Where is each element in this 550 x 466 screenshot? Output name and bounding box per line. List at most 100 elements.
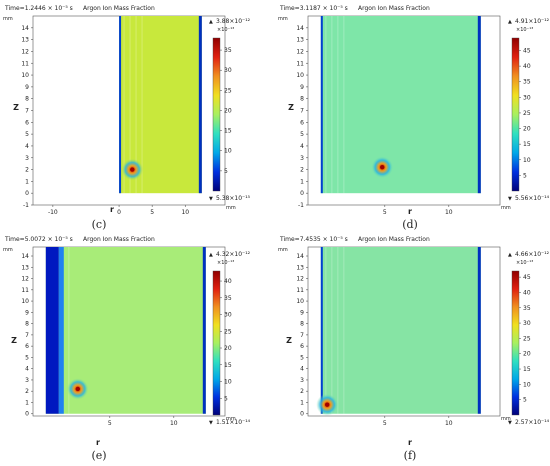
colorbar-max-icon: ▲ bbox=[508, 252, 512, 258]
colorbar-max-label: 4.91×10⁻¹² bbox=[515, 18, 550, 25]
colorbar-max-icon: ▲ bbox=[209, 19, 213, 25]
y-unit-label: mm bbox=[3, 16, 13, 22]
x-tick-label: -10 bbox=[48, 209, 58, 216]
colorbar-tick-label: 35 bbox=[523, 79, 531, 86]
x-tick-label: 5 bbox=[108, 420, 112, 427]
x-tick-label: 5 bbox=[383, 209, 387, 216]
y-axis-label: Z bbox=[13, 103, 19, 112]
colorbar-tick-label: 15 bbox=[523, 366, 531, 373]
x-tick-label: 10 bbox=[181, 209, 189, 216]
colorbar-min-icon: ▼ bbox=[209, 196, 213, 202]
colorbar bbox=[212, 270, 221, 416]
colorbar-tick-label: 15 bbox=[523, 141, 531, 148]
y-tick-label: 1 bbox=[25, 399, 29, 406]
colorbar-scale-label: ×10⁻¹³ bbox=[516, 27, 533, 33]
y-tick-label: 5 bbox=[300, 354, 304, 361]
colorbar-min-icon: ▼ bbox=[508, 196, 512, 202]
y-tick-label: 6 bbox=[25, 343, 29, 350]
y-tick-label: 11 bbox=[21, 287, 29, 294]
x-tick-label: 0 bbox=[117, 209, 121, 216]
y-tick-label: 3 bbox=[25, 377, 29, 384]
y-tick-label: 3 bbox=[300, 377, 304, 384]
y-tick-label: 8 bbox=[300, 96, 304, 103]
colorbar-tick-label: 5 bbox=[224, 395, 228, 402]
y-tick-label: 9 bbox=[300, 84, 304, 91]
y-tick-label: 12 bbox=[21, 276, 29, 283]
colorbar-tick-label: 5 bbox=[224, 168, 228, 175]
y-tick-label: 11 bbox=[21, 60, 29, 67]
y-tick-label: 5 bbox=[300, 131, 304, 138]
colorbar-tick-label: 30 bbox=[224, 312, 232, 319]
colorbar-min-label: 5.38×10⁻¹⁵ bbox=[216, 195, 251, 202]
panel-caption-f: (f) bbox=[403, 449, 417, 462]
boundary-band-right bbox=[477, 247, 481, 414]
x-unit-label: mm bbox=[226, 416, 236, 422]
chart-svg-f: Time=7.4535 × 10⁻⁵ s Argon Ion Mass Fract… bbox=[278, 236, 550, 447]
y-tick-label: 8 bbox=[25, 321, 29, 328]
panel-caption-c: (c) bbox=[91, 218, 107, 231]
y-tick-label: 7 bbox=[25, 108, 29, 115]
colorbar-max-icon: ▲ bbox=[508, 19, 512, 25]
y-unit-label: mm bbox=[3, 247, 13, 253]
y-tick-label: 9 bbox=[300, 309, 304, 316]
colorbar-tick-label: 20 bbox=[523, 126, 531, 133]
colorbar-min-label: 5.56×10⁻¹⁴ bbox=[515, 195, 550, 202]
y-axis-label: Z bbox=[288, 103, 294, 112]
panel-caption-d: (d) bbox=[402, 218, 418, 231]
x-tick-label: 5 bbox=[150, 209, 154, 216]
y-tick-label: 0 bbox=[25, 411, 29, 418]
colorbar bbox=[212, 37, 221, 192]
y-tick-label: 11 bbox=[296, 60, 304, 67]
y-unit-label: mm bbox=[278, 16, 288, 22]
y-tick-label: 8 bbox=[25, 96, 29, 103]
y-tick-label: 1 bbox=[300, 399, 304, 406]
y-tick-label: 0 bbox=[300, 411, 304, 418]
boundary-band-right bbox=[202, 247, 206, 414]
y-unit-label: mm bbox=[278, 247, 288, 253]
y-tick-label: 2 bbox=[25, 388, 29, 395]
hot-spot-core bbox=[75, 386, 81, 392]
chart-svg-d: Time=3.1187 × 10⁻⁵ s Argon Ion Mass Fract… bbox=[278, 5, 550, 216]
y-tick-label: 10 bbox=[296, 72, 304, 79]
y-axis-label: Z bbox=[286, 336, 292, 345]
y-tick-label: 7 bbox=[300, 332, 304, 339]
chart-svg-e: Time=5.0072 × 10⁻⁵ s Argon Ion Mass Fract… bbox=[3, 236, 251, 447]
y-tick-label: 4 bbox=[300, 366, 304, 373]
y-tick-label: 0 bbox=[300, 190, 304, 197]
y-axis-label: Z bbox=[11, 336, 17, 345]
y-tick-label: 0 bbox=[25, 190, 29, 197]
x-unit-label: mm bbox=[226, 205, 236, 211]
colorbar bbox=[511, 270, 520, 416]
colorbar-tick-label: 20 bbox=[224, 107, 232, 114]
chart-panel-e: Time=5.0072 × 10⁻⁵ s Argon Ion Mass Fract… bbox=[0, 233, 275, 466]
y-tick-label: 10 bbox=[21, 298, 29, 305]
chart-panel-f: Time=7.4535 × 10⁻⁵ s Argon Ion Mass Fract… bbox=[275, 233, 550, 466]
chart-title: Argon Ion Mass Fraction bbox=[358, 5, 430, 12]
colorbar-tick-label: 10 bbox=[523, 157, 531, 164]
boundary-band-right bbox=[477, 16, 481, 194]
x-tick-label: 10 bbox=[445, 209, 453, 216]
boundary-band-transition bbox=[58, 247, 64, 414]
colorbar-min-label: 2.57×10⁻¹⁴ bbox=[515, 419, 550, 426]
colorbar-max-label: 4.66×10⁻¹² bbox=[515, 251, 550, 258]
field-domain bbox=[320, 16, 481, 194]
y-tick-label: 4 bbox=[25, 143, 29, 150]
colorbar-tick-label: 10 bbox=[224, 379, 232, 386]
chart-panel-c: Time=1.2446 × 10⁻⁵ s Argon Ion Mass Fract… bbox=[0, 0, 275, 233]
colorbar-tick-label: 30 bbox=[523, 320, 531, 327]
field-domain bbox=[320, 247, 481, 414]
colorbar-tick-label: 10 bbox=[523, 381, 531, 388]
y-tick-label: -1 bbox=[298, 202, 304, 209]
time-label: Time=3.1187 × 10⁻⁵ s bbox=[279, 5, 348, 12]
time-label: Time=7.4535 × 10⁻⁵ s bbox=[279, 236, 348, 243]
y-tick-label: 14 bbox=[296, 253, 304, 260]
colorbar-tick-label: 35 bbox=[523, 305, 531, 312]
colorbar-tick-label: 30 bbox=[224, 67, 232, 74]
y-tick-label: 10 bbox=[21, 72, 29, 79]
y-tick-label: 2 bbox=[300, 388, 304, 395]
y-tick-label: 2 bbox=[300, 167, 304, 174]
boundary-band-left bbox=[320, 16, 323, 194]
y-tick-label: 8 bbox=[300, 321, 304, 328]
y-tick-label: 5 bbox=[25, 354, 29, 361]
boundary-band-left bbox=[45, 247, 59, 414]
